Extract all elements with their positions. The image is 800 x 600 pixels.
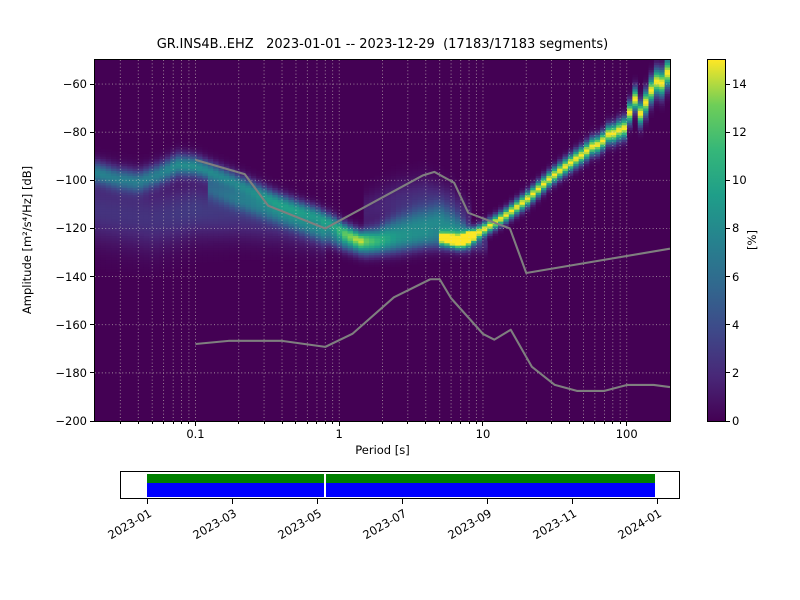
y-tick-label: −100	[55, 173, 87, 188]
x-minor-tick-mark	[619, 421, 621, 424]
colorbar	[707, 59, 726, 422]
y-tick-label: −140	[55, 269, 87, 284]
colorbar-tick-mark	[726, 324, 730, 326]
x-minor-tick-mark	[238, 421, 240, 424]
x-minor-tick-mark	[324, 421, 326, 424]
timeline-tick-mark	[656, 499, 658, 504]
y-tick-mark	[90, 131, 95, 133]
coverage-gap	[323, 474, 327, 497]
timeline-tick-mark	[401, 499, 403, 504]
x-minor-tick-mark	[612, 421, 614, 424]
timeline-tick-mark	[486, 499, 488, 504]
y-tick-mark	[90, 276, 95, 278]
x-minor-tick-mark	[332, 421, 334, 424]
x-minor-tick-mark	[582, 421, 584, 424]
x-axis-label: Period [s]	[355, 443, 410, 457]
timeline-tick-mark	[146, 499, 148, 504]
x-minor-tick-mark	[119, 421, 121, 424]
colorbar-tick-label: 12	[732, 125, 747, 140]
x-minor-tick-mark	[188, 421, 190, 424]
x-minor-tick-mark	[450, 421, 452, 424]
ppsd-plot-area	[94, 59, 671, 422]
colorbar-tick-mark	[726, 83, 730, 85]
plot-title: GR.INS4B..EHZ 2023-01-01 -- 2023-12-29 (…	[156, 37, 609, 52]
timeline-date-label: 2023-11	[530, 506, 579, 543]
x-tick-label: 10	[475, 427, 491, 441]
y-axis-label: Amplitude [m²/s⁴/Hz] [dB]	[20, 165, 34, 315]
timeline-date-label: 2023-05	[275, 506, 324, 543]
x-minor-tick-mark	[181, 421, 183, 424]
x-minor-tick-mark	[137, 421, 139, 424]
colorbar-tick-label: 8	[732, 221, 740, 236]
timeline-date-label: 2023-07	[360, 506, 409, 543]
x-minor-tick-mark	[603, 421, 605, 424]
x-minor-tick-mark	[306, 421, 308, 424]
data-coverage-timeline	[120, 471, 680, 499]
x-tick-label: 100	[615, 427, 638, 441]
colorbar-tick-mark	[726, 420, 730, 422]
colorbar-tick-label: 4	[732, 317, 740, 332]
y-tick-mark	[90, 372, 95, 374]
timeline-tick-mark	[571, 499, 573, 504]
x-minor-tick-mark	[263, 421, 265, 424]
y-tick-label: −60	[62, 77, 87, 92]
y-tick-mark	[90, 420, 95, 422]
x-minor-tick-mark	[407, 421, 409, 424]
x-minor-tick-mark	[475, 421, 477, 424]
y-tick-label: −80	[62, 125, 87, 140]
colorbar-tick-label: 2	[732, 365, 740, 380]
x-minor-tick-mark	[439, 421, 441, 424]
y-tick-mark	[90, 227, 95, 229]
x-tick-mark	[482, 421, 484, 426]
y-tick-label: −120	[55, 221, 87, 236]
x-tick-mark	[338, 421, 340, 426]
colorbar-tick-label: 14	[732, 77, 747, 92]
x-minor-tick-mark	[163, 421, 165, 424]
x-tick-label: 0.1	[186, 427, 205, 441]
x-minor-tick-mark	[551, 421, 553, 424]
x-minor-tick-mark	[295, 421, 297, 424]
x-minor-tick-mark	[525, 421, 527, 424]
x-minor-tick-mark	[382, 421, 383, 424]
timeline-date-label: 2024-01	[615, 506, 664, 543]
coverage-bar-green	[146, 474, 656, 483]
coverage-bar-blue	[146, 483, 656, 497]
y-tick-mark	[90, 83, 95, 85]
colorbar-tick-mark	[726, 372, 730, 374]
x-tick-mark	[626, 421, 628, 426]
colorbar-tick-mark	[726, 276, 730, 278]
y-tick-label: −200	[55, 414, 87, 428]
x-minor-tick-mark	[151, 421, 153, 424]
x-minor-tick-mark	[460, 421, 462, 424]
timeline-date-label: 2023-01	[105, 506, 154, 543]
timeline-tick-mark	[231, 499, 233, 504]
x-minor-tick-mark	[569, 421, 571, 424]
x-minor-tick-mark	[172, 421, 174, 424]
colorbar-tick-mark	[726, 179, 730, 181]
colorbar-tick-label: 0	[732, 414, 740, 428]
x-minor-tick-mark	[468, 421, 470, 424]
x-minor-tick-mark	[594, 421, 596, 424]
x-tick-label: 1	[335, 427, 343, 441]
y-tick-label: −180	[55, 365, 87, 380]
colorbar-tick-mark	[726, 131, 730, 133]
colorbar-label: [%]	[745, 230, 759, 250]
timeline-tick-mark	[316, 499, 318, 504]
y-tick-label: −160	[55, 317, 87, 332]
x-minor-tick-mark	[281, 421, 283, 424]
ppsd-heatmap-canvas	[95, 60, 670, 421]
y-tick-mark	[90, 324, 95, 326]
x-minor-tick-mark	[425, 421, 427, 424]
y-tick-mark	[90, 179, 95, 181]
colorbar-tick-label: 6	[732, 269, 740, 284]
x-tick-mark	[194, 421, 196, 426]
x-minor-tick-mark	[316, 421, 318, 424]
timeline-date-label: 2023-03	[190, 506, 239, 543]
colorbar-tick-label: 10	[732, 173, 747, 188]
timeline-date-label: 2023-09	[445, 506, 494, 543]
colorbar-tick-mark	[726, 227, 730, 229]
